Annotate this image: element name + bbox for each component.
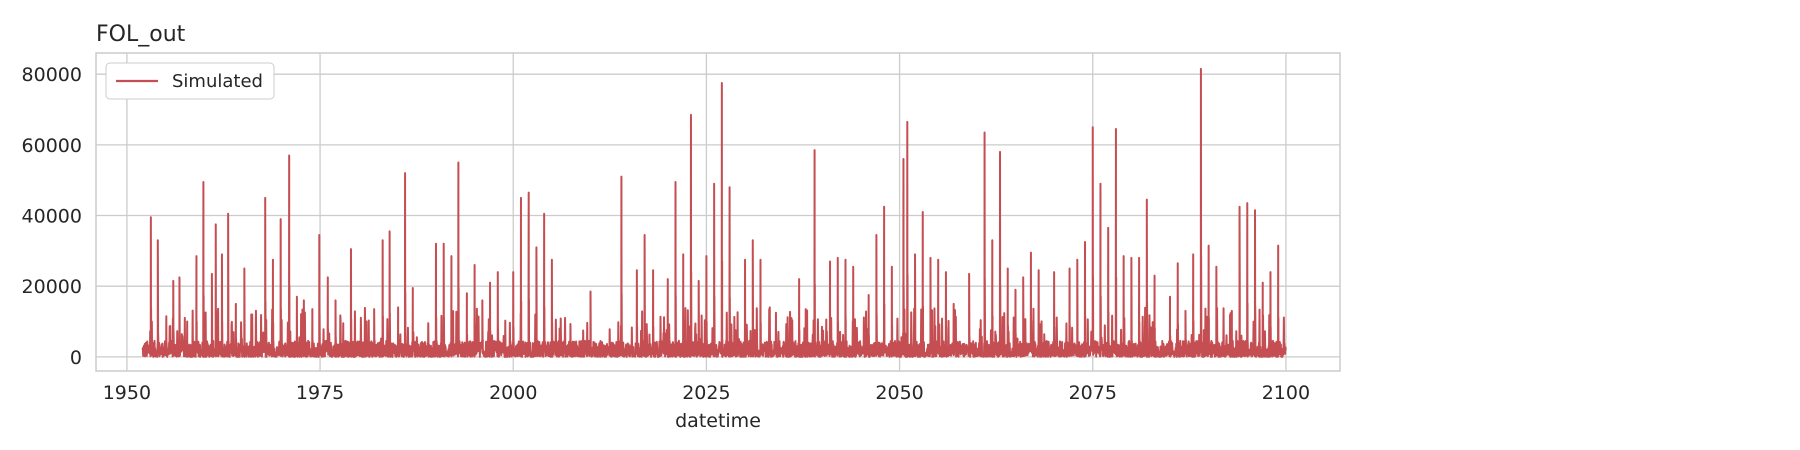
- legend-label-simulated: Simulated: [172, 71, 263, 92]
- y-tick-label: 80000: [22, 64, 82, 86]
- legend: Simulated: [105, 62, 275, 100]
- series-line-simulated: [141, 67, 1287, 358]
- x-tick-label: 2075: [1069, 382, 1117, 404]
- y-tick-label: 20000: [22, 276, 82, 298]
- x-tick-label: 2025: [682, 382, 730, 404]
- x-tick-label: 1975: [296, 382, 344, 404]
- y-tick-label: 60000: [22, 135, 82, 157]
- y-tick-label: 40000: [22, 206, 82, 228]
- x-tick-label: 1950: [103, 382, 151, 404]
- x-axis-title: datetime: [675, 410, 761, 432]
- x-tick-label: 2000: [489, 382, 537, 404]
- legend-box: [105, 62, 275, 100]
- tick-labels: 1950 1975 2000 2025 2050 2075 2100 0 20000 40000 6…: [22, 64, 1311, 404]
- chart-title: FOL_out: [96, 22, 186, 47]
- y-tick-label: 0: [70, 347, 82, 369]
- data-series: [141, 67, 1287, 358]
- x-tick-label: 2050: [875, 382, 923, 404]
- x-tick-label: 2100: [1262, 382, 1310, 404]
